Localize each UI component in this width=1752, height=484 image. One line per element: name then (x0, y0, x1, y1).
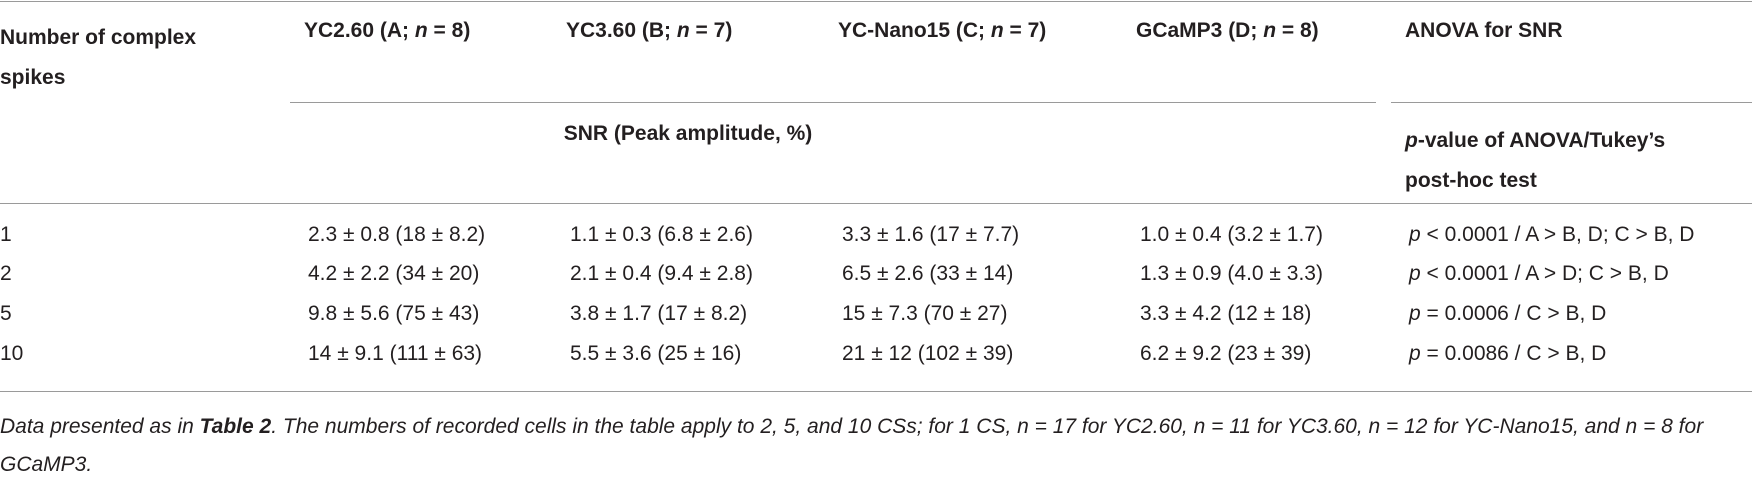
table-cell: p = 0.0006 / C > B, D (1409, 301, 1606, 327)
text-run: = 0.0006 / C > B, D (1420, 302, 1607, 325)
text-run: = 8) (427, 19, 471, 42)
text-run: YC-Nano15 (C; (838, 19, 991, 42)
text-run: n (414, 19, 428, 42)
text-run: Table 2 (199, 415, 272, 438)
subheader-rule (1391, 102, 1752, 103)
table-cell: 1.3 ± 0.9 (4.0 ± 3.3) (1140, 262, 1323, 285)
table-cell: 4.2 ± 2.2 (34 ± 20) (308, 262, 480, 285)
table-cell: 6.2 ± 9.2 (23 ± 39) (1140, 342, 1312, 365)
table-cell: 1.1 ± 0.3 (6.8 ± 2.6) (570, 223, 753, 246)
table-cell: 10 (0, 342, 24, 365)
table-cell: 15 ± 7.3 (70 ± 27) (842, 302, 1008, 325)
header-cell: YC2.60 (A; n = 8) (304, 18, 470, 44)
text-run: = 7) (689, 19, 733, 42)
table-cell: 3.3 ± 1.6 (17 ± 7.7) (842, 223, 1020, 246)
text-run: YC2.60 (A; (304, 19, 415, 42)
text-run: p (1405, 129, 1418, 152)
table-cell: 6.5 ± 2.6 (33 ± 14) (842, 262, 1014, 285)
table-cell: p = 0.0086 / C > B, D (1409, 341, 1606, 367)
table-cell: 2.1 ± 0.4 (9.4 ± 2.8) (570, 262, 753, 285)
table-cell: p < 0.0001 / A > B, D; C > B, D (1409, 222, 1694, 248)
table-cell: 3.3 ± 4.2 (12 ± 18) (1140, 302, 1312, 325)
table-cell: 14 ± 9.1 (111 ± 63) (308, 342, 483, 365)
table-cell: 5 (0, 302, 12, 325)
text-run: YC3.60 (B; (566, 19, 677, 42)
header-cell: ANOVA for SNR (1405, 19, 1563, 42)
table-cell: 5.5 ± 3.6 (25 ± 16) (570, 342, 742, 365)
header-cell: YC-Nano15 (C; n = 7) (838, 18, 1046, 44)
table-cell: 3.8 ± 1.7 (17 ± 8.2) (570, 302, 748, 325)
table-cell: 2.3 ± 0.8 (18 ± 8.2) (308, 223, 486, 246)
header-cell: GCaMP3 (D; n = 8) (1136, 18, 1319, 44)
text-run: p (1409, 262, 1421, 285)
text-run: = 8) (1276, 19, 1319, 42)
subheader-rule (290, 102, 1376, 103)
text-run: n (676, 19, 690, 42)
table-cell: 1.0 ± 0.4 (3.2 ± 1.7) (1140, 223, 1323, 246)
text-run: < 0.0001 / A > D; C > B, D (1420, 262, 1669, 285)
footnote: Data presented as in Table 2. The number… (0, 408, 1745, 484)
text-run: = 0.0086 / C > B, D (1420, 342, 1607, 365)
text-run: Data presented as in (0, 415, 200, 438)
header-cell: YC3.60 (B; n = 7) (566, 18, 732, 44)
table-cell: 21 ± 12 (102 ± 39) (842, 342, 1014, 365)
top-rule (0, 1, 1752, 2)
text-run: -value of ANOVA/Tukey’s post-hoc test (1405, 129, 1666, 192)
text-run: p (1409, 223, 1421, 246)
text-run: = 7) (1003, 19, 1047, 42)
table-cell: 2 (0, 262, 12, 285)
subheader-cell: p-value of ANOVA/Tukey’s post-hoc test (1405, 121, 1705, 201)
text-run: GCaMP3 (D; (1136, 19, 1264, 42)
text-run: < 0.0001 / A > B, D; C > B, D (1420, 223, 1695, 246)
table-cell: p < 0.0001 / A > D; C > B, D (1409, 261, 1669, 287)
text-run: p (1409, 342, 1421, 365)
header-cell: Number of complex spikes (0, 26, 197, 89)
header-rule (0, 203, 1752, 204)
text-run: n (990, 19, 1004, 42)
subheader-cell: SNR (Peak amplitude, %) (563, 122, 813, 145)
table-cell: 9.8 ± 5.6 (75 ± 43) (308, 302, 480, 325)
text-run: n (1263, 19, 1277, 42)
bottom-rule (0, 391, 1752, 392)
text-run: p (1409, 302, 1421, 325)
text-run: . The numbers of recorded cells in the t… (0, 415, 1704, 476)
table-cell: 1 (0, 223, 12, 246)
